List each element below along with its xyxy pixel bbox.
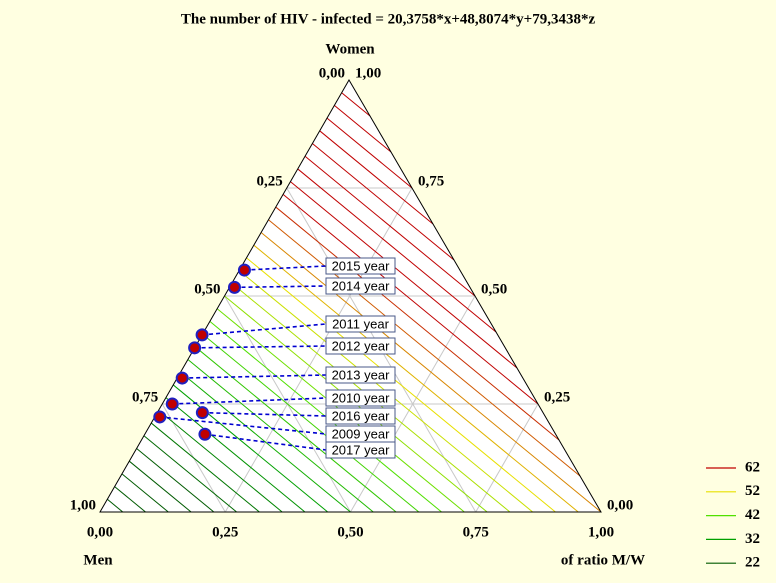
- contour-line: [165, 397, 306, 513]
- leader-line: [182, 374, 327, 379]
- contour-line: [150, 422, 260, 513]
- right-tick-label: 0,00: [607, 497, 633, 513]
- bottom-tick-label: 1,00: [588, 524, 614, 540]
- contour-line: [341, 92, 371, 117]
- contour-line: [107, 498, 124, 513]
- grid-line: [224, 187, 413, 513]
- data-point: [198, 427, 212, 441]
- contour-line: [158, 409, 283, 513]
- legend-label: 42: [745, 507, 760, 523]
- leader-line: [234, 285, 327, 289]
- legend-label: 22: [745, 555, 760, 571]
- year-label: 2013 year: [332, 367, 390, 382]
- leader-line: [204, 433, 327, 451]
- year-label: 2014 year: [332, 278, 390, 293]
- contour-line: [260, 232, 602, 513]
- legend-label: 32: [745, 531, 760, 547]
- contour-line: [143, 435, 237, 513]
- data-point: [195, 406, 209, 420]
- right-tick-label: 0,25: [544, 389, 570, 405]
- foreground: 0,00 0,25 0,50 0,75 1,00 1,00 0,75 0,50 0,25 0,00…: [70, 65, 760, 570]
- contour-line: [268, 219, 581, 477]
- contour-line: [187, 359, 374, 513]
- contour-line: [275, 206, 560, 441]
- right-axis-label: of ratio M/W: [561, 552, 645, 568]
- left-tick-label: 0,00: [319, 65, 345, 81]
- left-tick-label: 0,75: [132, 389, 158, 405]
- contour-line: [312, 143, 455, 261]
- left-tick-label: 0,25: [257, 173, 283, 189]
- year-label-box: [325, 257, 396, 275]
- contour-line: [202, 333, 420, 513]
- bottom-tick-label: 0,75: [463, 524, 489, 540]
- right-tick-label: 0,50: [481, 281, 507, 297]
- year-label: 2012 year: [332, 338, 390, 353]
- grid-line: [475, 403, 539, 513]
- triangle-frame: [99, 79, 602, 513]
- legend-label: 62: [745, 459, 760, 475]
- contour-line: [334, 105, 392, 153]
- legend-label: 52: [745, 483, 760, 499]
- data-point: [227, 280, 241, 294]
- contour-line: [114, 486, 146, 513]
- contour-line: [290, 181, 518, 369]
- contour-line: [304, 155, 476, 297]
- contour-line: [326, 117, 413, 189]
- year-label-box: [325, 441, 396, 459]
- data-point: [195, 328, 209, 342]
- contour-line: [172, 384, 329, 513]
- year-label-box: [325, 407, 396, 425]
- year-label-box: [325, 366, 396, 384]
- leader-line: [194, 345, 327, 349]
- contour-line: [253, 244, 579, 513]
- data-point: [165, 397, 179, 411]
- data-point: [153, 410, 167, 424]
- top-axis-label: Women: [325, 41, 375, 57]
- right-tick-label: 1,00: [355, 65, 381, 81]
- year-label-box: [325, 277, 396, 295]
- leader-line: [172, 397, 327, 405]
- contour-line: [136, 448, 215, 513]
- year-label: 2011 year: [332, 316, 390, 331]
- contour-line: [121, 473, 169, 513]
- bottom-tick-label: 0,00: [87, 524, 113, 540]
- year-label: 2016 year: [332, 408, 390, 423]
- year-label: 2010 year: [332, 390, 390, 405]
- contour-line: [282, 193, 539, 405]
- left-axis-label: Men: [83, 552, 113, 568]
- contour-line: [319, 130, 434, 225]
- grid-line: [350, 295, 476, 513]
- data-point: [175, 371, 189, 385]
- contour-line: [297, 168, 497, 333]
- chart-title: The number of HIV - infected = 20,3758*x…: [181, 11, 596, 27]
- year-label: 2017 year: [332, 442, 390, 457]
- bottom-tick-label: 0,25: [212, 524, 238, 540]
- year-label-box: [325, 337, 396, 355]
- year-label: 2009 year: [332, 426, 390, 441]
- year-label: 2015 year: [332, 258, 390, 273]
- year-label-box: [325, 389, 396, 407]
- left-tick-label: 1,00: [70, 497, 96, 513]
- contour-line: [128, 460, 192, 513]
- contour-line: [194, 346, 397, 513]
- year-label-box: [325, 315, 396, 333]
- left-tick-label: 0,50: [194, 281, 220, 297]
- data-point: [237, 263, 251, 277]
- data-point: [188, 341, 202, 355]
- contour-line: [246, 257, 556, 513]
- right-tick-label: 0,75: [418, 173, 444, 189]
- bottom-tick-label: 0,50: [337, 524, 363, 540]
- contour-line: [180, 371, 351, 513]
